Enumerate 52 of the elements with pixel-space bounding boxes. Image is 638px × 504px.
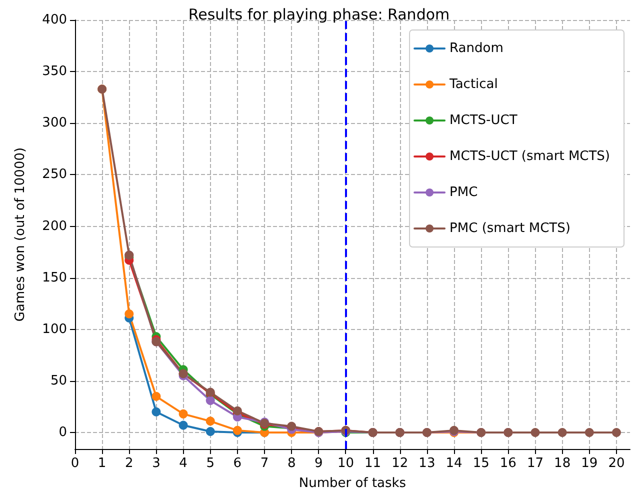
y-tick-label: 150	[42, 270, 67, 286]
x-tick-label: 17	[526, 456, 544, 471]
legend-label: Tactical	[448, 77, 498, 92]
x-tick-label: 5	[206, 456, 215, 471]
x-tick-label: 6	[233, 456, 242, 471]
x-tick-label: 19	[581, 456, 598, 471]
x-tick-label: 15	[472, 456, 490, 471]
x-tick-label: 0	[70, 456, 80, 471]
point	[178, 420, 188, 430]
point	[152, 407, 161, 416]
x-tick-label: 13	[418, 456, 436, 471]
y-tick-label: 350	[42, 64, 67, 80]
legend-label: MCTS-UCT (smart MCTS)	[450, 149, 610, 164]
x-tick-label: 20	[608, 456, 625, 471]
point	[612, 428, 621, 437]
y-tick-label: 100	[42, 322, 67, 337]
x-tick-label: 2	[125, 456, 134, 471]
legend-label: PMC	[450, 185, 478, 200]
x-tick-label: 10	[337, 456, 354, 471]
x-axis-title: Number of tasks	[298, 476, 406, 491]
legend-label: PMC (smart MCTS)	[450, 221, 570, 236]
y-tick-label: 400	[42, 12, 67, 28]
point	[206, 416, 215, 426]
x-tick-label: 9	[314, 456, 323, 471]
point	[206, 426, 215, 436]
y-tick-label: 0	[58, 425, 67, 440]
chart-title: Results for playing phase: Random	[188, 6, 450, 24]
x-tick-label: 12	[392, 456, 408, 471]
y-tick-label: 200	[42, 218, 67, 234]
x-tick-label: 14	[446, 456, 462, 471]
x-tick-label: 4	[179, 456, 188, 471]
legend-label: Random	[450, 41, 504, 56]
x-tick-label: 1	[98, 456, 106, 471]
point	[124, 309, 134, 318]
point	[530, 428, 540, 437]
x-tick-label: 11	[364, 456, 382, 471]
x-tick-label: 8	[287, 456, 296, 471]
point	[558, 428, 567, 437]
x-tick-label: 16	[500, 456, 516, 471]
point	[178, 409, 188, 418]
point	[152, 392, 161, 401]
x-tick-label: 18	[554, 456, 571, 471]
y-tick-label: 250	[42, 167, 67, 182]
y-tick-label: 50	[50, 373, 67, 388]
legend-label: MCTS-UCT	[450, 113, 518, 128]
point	[232, 426, 242, 435]
point	[584, 428, 594, 437]
x-tick-label: 3	[152, 456, 160, 471]
y-tick-label: 300	[42, 116, 67, 131]
point	[206, 396, 215, 406]
x-tick-label: 7	[260, 456, 269, 471]
y-axis-title: Games won (out of 10000)	[13, 147, 28, 322]
